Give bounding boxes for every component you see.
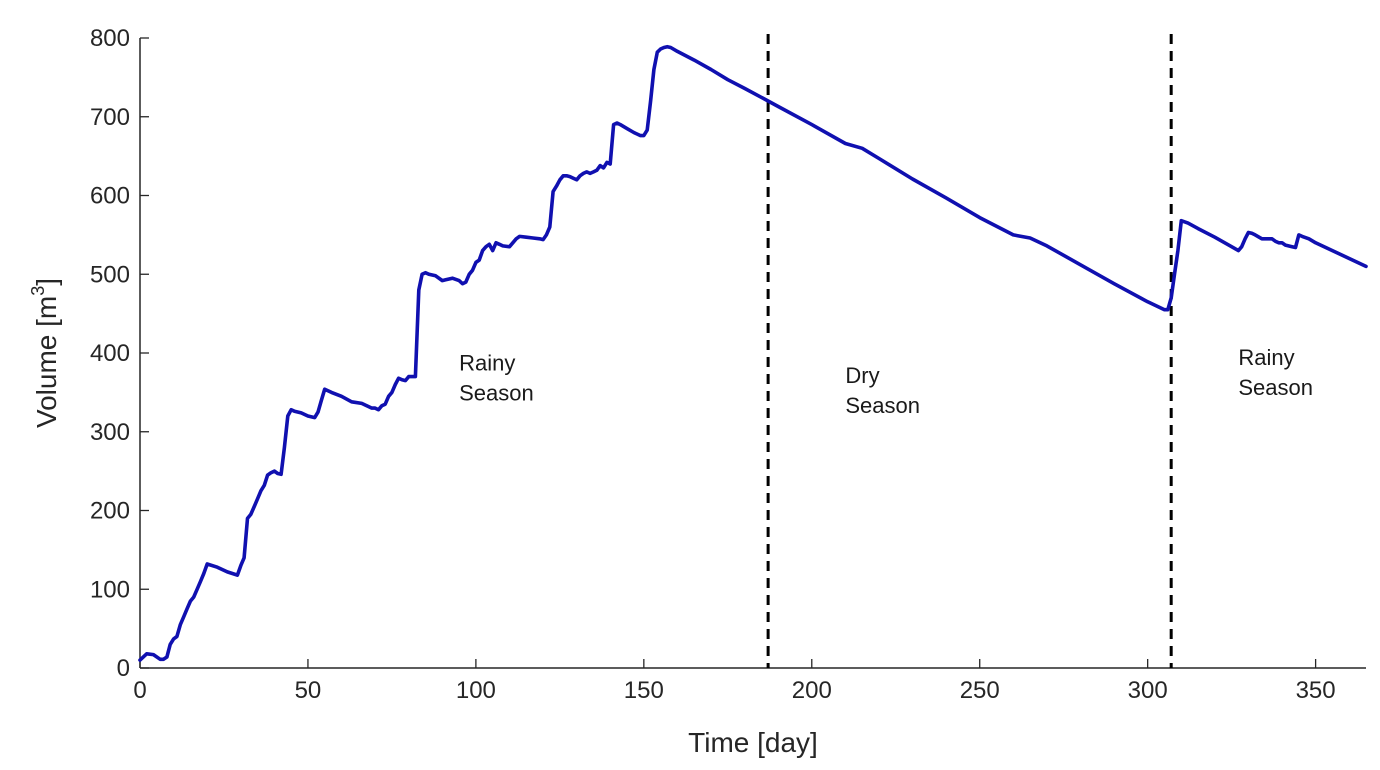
- y-axis-label-main: Volume [m: [31, 296, 62, 428]
- y-tick-label: 700: [90, 104, 130, 131]
- axes: [139, 38, 1366, 669]
- x-axis-label: Time [day]: [688, 727, 818, 758]
- season-annotation-line: Rainy: [1238, 345, 1294, 370]
- season-annotation-line: Rainy: [459, 350, 515, 375]
- season-annotation-line: Season: [1238, 375, 1313, 400]
- x-tick-label: 50: [295, 677, 322, 704]
- y-tick-label: 600: [90, 183, 130, 210]
- y-tick-label: 200: [90, 498, 130, 525]
- x-tick-label: 100: [456, 677, 496, 704]
- season-annotation: Dry Season: [845, 363, 920, 418]
- season-annotation: Rainy Season: [459, 350, 534, 405]
- y-axis-label-superscript: 3: [28, 286, 48, 296]
- x-tick-label: 250: [960, 677, 1000, 704]
- y-tick-label: 100: [90, 576, 130, 603]
- season-annotation-line: Season: [459, 380, 534, 405]
- tick-marks-and-labels: 0 50 100 150 200 250 300 350 0 100 200 300 400 500 600…: [90, 25, 1336, 704]
- x-tick-label: 0: [133, 677, 146, 704]
- y-axis-label-tail: ]: [31, 278, 62, 286]
- y-tick-label: 300: [90, 419, 130, 446]
- y-axis-label: Volume [m3]: [28, 278, 62, 428]
- y-tick-label: 0: [117, 655, 130, 682]
- y-tick-label: 800: [90, 25, 130, 52]
- season-dividers: [766, 34, 1173, 668]
- season-annotation-line: Season: [845, 393, 920, 418]
- season-annotation-line: Dry: [845, 363, 879, 388]
- series-group: [138, 44, 1368, 662]
- x-tick-label: 200: [792, 677, 832, 704]
- y-tick-label: 400: [90, 340, 130, 367]
- x-tick-label: 150: [624, 677, 664, 704]
- season-annotation: Rainy Season: [1238, 345, 1313, 400]
- y-tick-label: 500: [90, 261, 130, 288]
- volume-series-line: [138, 44, 1368, 662]
- x-tick-label: 300: [1128, 677, 1168, 704]
- season-annotations: Rainy Season Dry Season Rainy Season: [459, 345, 1313, 418]
- x-tick-label: 350: [1296, 677, 1336, 704]
